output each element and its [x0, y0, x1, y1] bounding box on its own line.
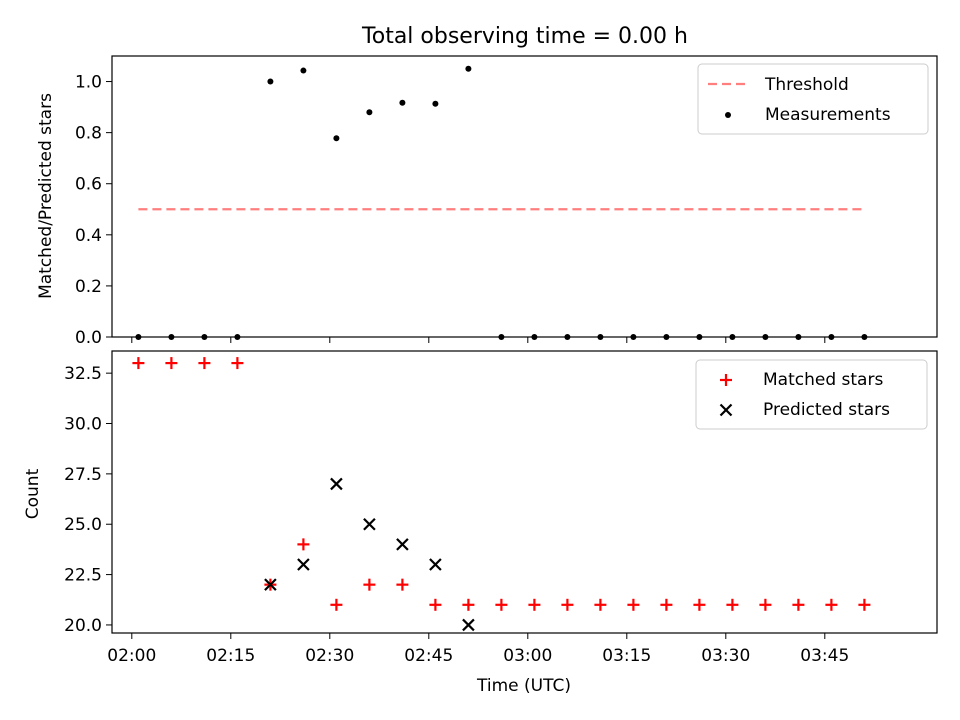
measurement-point: [267, 78, 274, 85]
matched-star-point: [330, 598, 343, 611]
matched-star-point: [429, 598, 442, 611]
bottom-x-tick-label: 03:15: [602, 646, 651, 666]
bottom-y-tick-label: 25.0: [64, 515, 102, 535]
top-y-tick-label: 0.6: [75, 175, 102, 195]
legend-measurements-label: Measurements: [765, 105, 891, 125]
measurement-point: [300, 67, 307, 74]
matched-star-point: [495, 598, 508, 611]
matched-star-point: [792, 598, 805, 611]
bottom-legend: Matched stars Predicted stars: [695, 359, 928, 430]
bottom-x-tick-label: 03:00: [503, 646, 552, 666]
measurement-point: [168, 334, 175, 340]
matched-star-point: [297, 538, 310, 551]
measurement-point: [465, 65, 472, 72]
measurement-point: [729, 334, 736, 340]
bottom-panel: 20.0 22.5 25.0 27.5 30.0 32.5 02:00 02:15 02:30 0…: [64, 350, 938, 666]
matched-star-point: [660, 598, 673, 611]
bottom-y-tick-label: 27.5: [64, 465, 102, 485]
predicted-star-point: [297, 558, 310, 571]
measurement-point: [135, 334, 142, 340]
bottom-y-tick-label: 20.0: [64, 616, 102, 636]
top-y-tick-label: 0.0: [75, 328, 102, 348]
predicted-star-point: [363, 517, 376, 531]
measurement-point: [564, 334, 571, 340]
legend-matched-swatch: [720, 374, 732, 386]
measurement-point: [531, 334, 538, 340]
legend-threshold-label: Threshold: [764, 75, 849, 95]
matched-star-point: [231, 357, 244, 370]
top-axes-frame: [111, 55, 938, 338]
measurement-point: [432, 100, 439, 107]
top-legend-box: [697, 63, 929, 135]
bottom-x-tick-label: 02:45: [404, 646, 453, 666]
bottom-axes-frame: [111, 350, 938, 634]
top-y-tick-label: 0.4: [75, 226, 102, 246]
matched-star-point: [561, 598, 574, 611]
bottom-y-tick-label: 32.5: [64, 364, 102, 384]
matched-star-point: [462, 598, 475, 611]
top-panel: 0.0 0.2 0.4 0.6 0.8 1.0 Threshold Measurements: [75, 55, 938, 348]
predicted-star-point: [330, 477, 343, 491]
matched-star-point: [363, 578, 376, 591]
predicted-star-point: [429, 558, 442, 571]
top-y-tick-label: 0.8: [75, 124, 102, 144]
measurement-point: [399, 99, 406, 106]
matched-star-point: [198, 357, 211, 370]
predicted-star-point: [396, 538, 409, 551]
bottom-y-tick-label: 22.5: [64, 566, 102, 586]
measurement-point: [663, 334, 670, 340]
matched-star-point: [627, 598, 640, 611]
measurement-point: [234, 334, 241, 340]
bottom-x-tick-label: 02:00: [107, 646, 156, 666]
top-y-axis-label: Matched/Predicted stars: [36, 93, 56, 299]
top-y-tick-label: 0.2: [75, 277, 102, 297]
legend-predicted-swatch: [719, 403, 733, 417]
matched-star-point: [396, 578, 409, 591]
measurement-point: [762, 334, 769, 340]
matched-star-point: [825, 598, 838, 611]
top-legend: Threshold Measurements: [697, 63, 929, 135]
measurement-point: [333, 135, 340, 142]
bottom-x-tick-label: 03:30: [701, 646, 750, 666]
bottom-x-tick-label: 03:45: [800, 646, 849, 666]
matched-star-point: [132, 357, 145, 370]
bottom-legend-box: [695, 359, 928, 430]
measurement-point: [597, 334, 604, 340]
top-y-tick-label: 1.0: [75, 73, 102, 93]
matched-star-point: [594, 598, 607, 611]
matched-star-point: [693, 598, 706, 611]
bottom-x-tick-label: 02:15: [206, 646, 255, 666]
matched-star-point: [726, 598, 739, 611]
measurement-point: [366, 109, 373, 116]
legend-measurements-swatch: [725, 112, 731, 118]
measurement-point: [861, 334, 868, 340]
matched-star-point: [165, 357, 178, 370]
predicted-star-point: [264, 578, 277, 591]
matched-star-point: [858, 598, 871, 611]
measurement-point: [828, 334, 835, 340]
measurement-point: [498, 334, 505, 340]
measurement-point: [696, 334, 703, 340]
measurement-point: [795, 334, 802, 340]
bottom-y-axis-label: Count: [23, 468, 43, 519]
legend-matched-label: Matched stars: [763, 370, 883, 390]
measurement-point: [630, 334, 637, 340]
x-axis-label: Time (UTC): [476, 676, 571, 696]
bottom-y-tick-label: 30.0: [64, 415, 102, 435]
measurement-point: [201, 334, 208, 340]
chart-title: Total observing time = 0.00 h: [361, 24, 688, 49]
matched-star-point: [528, 598, 541, 611]
bottom-x-tick-label: 02:30: [305, 646, 354, 666]
legend-predicted-label: Predicted stars: [763, 400, 890, 420]
predicted-star-point: [462, 618, 475, 632]
matched-star-point: [759, 598, 772, 611]
